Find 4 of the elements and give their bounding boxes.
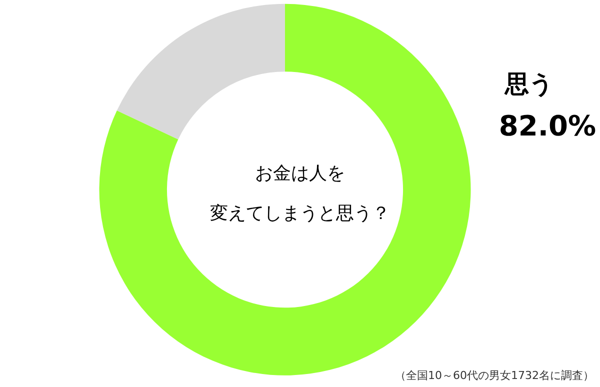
slice-label: 思う (504, 70, 554, 98)
text: お金は人を変えてしまうと思う？ (210, 163, 390, 224)
data-label: 82.0% (498, 110, 596, 142)
text: （全国10～60代の男女1732名に調査） (395, 369, 594, 382)
